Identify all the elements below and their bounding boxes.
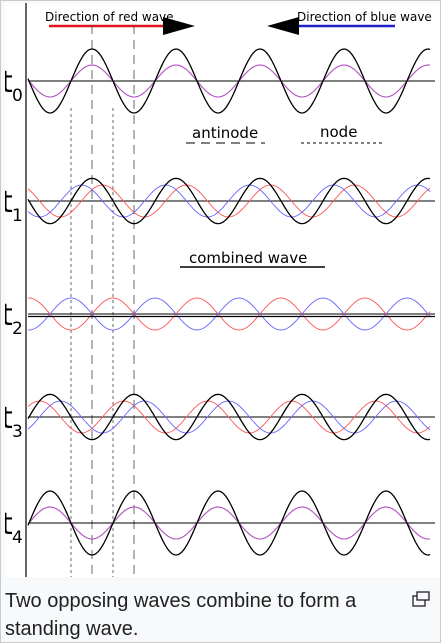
time-label-subscript: 0 — [12, 86, 23, 106]
enlarge-icon[interactable] — [412, 591, 430, 607]
red-direction-arrowhead — [163, 17, 195, 35]
diagram-canvas: Direction of red wave Direction of blue … — [5, 3, 435, 577]
blue-direction-arrowhead — [267, 17, 299, 35]
red-direction-label: Direction of red wave — [45, 10, 174, 24]
enlarge-icon-glyph — [412, 591, 430, 607]
blue-wave — [27, 184, 431, 218]
time-label: t — [5, 401, 13, 436]
time-label: t — [5, 185, 13, 220]
combined-wave — [27, 393, 431, 441]
combined-wave-label: combined wave — [189, 249, 307, 267]
combined-wave — [27, 490, 431, 556]
overlapping-red-blue-wave — [27, 506, 431, 540]
figure-caption: Two opposing waves combine to form a sta… — [5, 590, 357, 640]
wave-rows: t 0t 1t 2t 3t 4 — [5, 48, 435, 556]
red-wave — [27, 297, 431, 331]
combined-wave — [27, 48, 431, 114]
overlapping-red-blue-wave — [27, 64, 431, 98]
time-label-subscript: 4 — [12, 528, 23, 548]
node-label: node — [320, 123, 357, 141]
time-label-subscript: 3 — [12, 422, 23, 442]
time-label: t — [5, 65, 13, 100]
time-label-subscript: 2 — [12, 319, 23, 339]
combined-wave — [27, 177, 431, 225]
blue-direction-label: Direction of blue wave — [297, 10, 432, 24]
time-label: t — [5, 298, 13, 333]
antinode-label: antinode — [192, 124, 258, 142]
time-label: t — [5, 507, 13, 542]
standing-wave-diagram[interactable]: Direction of red wave Direction of blue … — [5, 3, 440, 577]
time-label-subscript: 1 — [12, 206, 23, 226]
red-wave — [27, 400, 431, 434]
blue-wave — [27, 297, 431, 331]
